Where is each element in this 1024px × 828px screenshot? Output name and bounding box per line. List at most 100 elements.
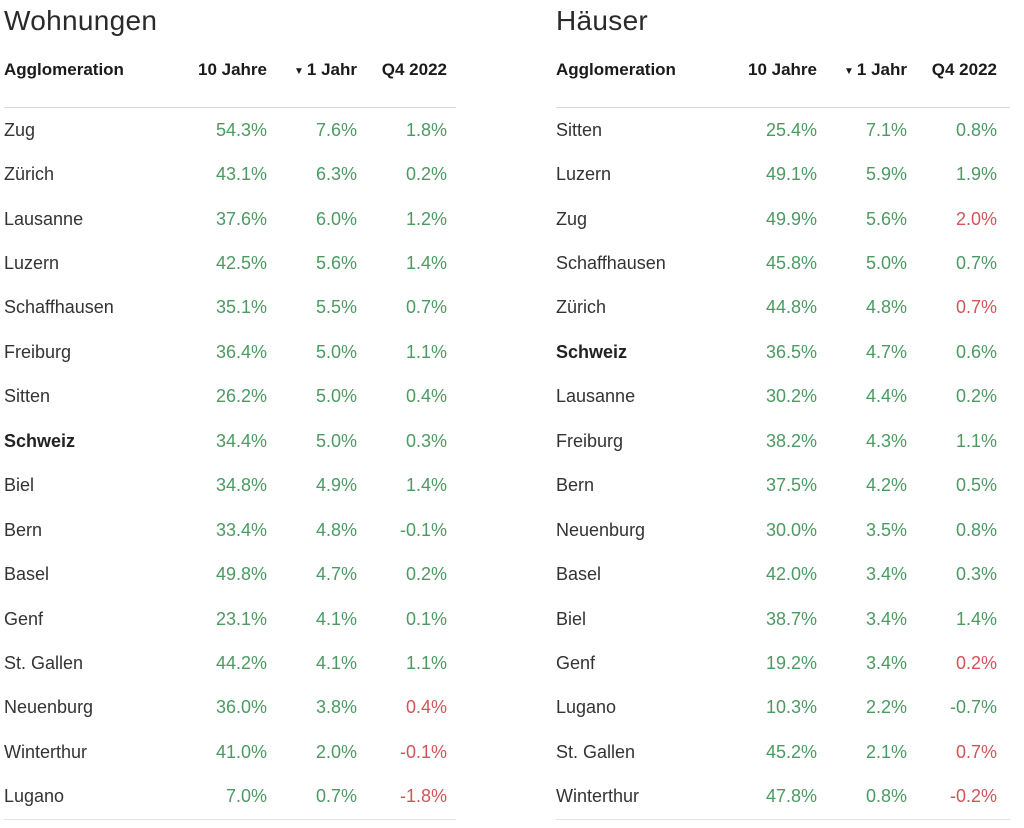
row-label: Schaffhausen [556, 253, 666, 274]
value-cell: 47.8% [765, 786, 817, 807]
row-label: Lausanne [4, 208, 84, 229]
value-cell: 25.4% [765, 119, 817, 140]
value-cell: 5.5% [315, 297, 357, 318]
row-label: St. Gallen [4, 652, 84, 673]
value-cell: 7.0% [225, 786, 267, 807]
row-label: Zug [4, 119, 36, 140]
table-row: Lugano 10.3% 2.2% -0.7% [556, 686, 1010, 730]
row-label: Basel [4, 564, 50, 585]
row-label: Freiburg [4, 341, 72, 362]
row-label: Lausanne [556, 386, 636, 407]
table-row: Neuenburg 30.0% 3.5% 0.8% [556, 508, 1010, 552]
value-cell: 3.4% [865, 608, 907, 629]
column-header-10-jahre[interactable]: 10 Jahre [748, 60, 817, 79]
value-cell: 0.7% [315, 786, 357, 807]
value-cell: 5.6% [865, 208, 907, 229]
row-label: Schweiz [4, 430, 76, 451]
value-cell: 43.1% [215, 164, 267, 185]
table-row: Biel 38.7% 3.4% 1.4% [556, 597, 1010, 641]
row-label: Basel [556, 564, 602, 585]
value-cell: 2.0% [315, 741, 357, 762]
value-cell: 5.0% [315, 430, 357, 451]
table-row: St. Gallen 45.2% 2.1% 0.7% [556, 730, 1010, 774]
table-row: Zürich 43.1% 6.3% 0.2% [4, 152, 456, 196]
value-cell: 3.5% [865, 519, 907, 540]
value-cell: 23.1% [215, 608, 267, 629]
value-cell: 4.4% [865, 386, 907, 407]
value-cell: 0.4% [405, 697, 447, 718]
row-label: Sitten [556, 119, 603, 140]
value-cell: 1.1% [405, 341, 447, 362]
value-cell: 4.8% [315, 519, 357, 540]
value-cell: 4.7% [315, 564, 357, 585]
table-row: Schaffhausen 35.1% 5.5% 0.7% [4, 286, 456, 330]
value-cell: 0.7% [955, 741, 997, 762]
value-cell: 3.4% [865, 652, 907, 673]
value-cell: 0.7% [955, 297, 997, 318]
value-cell: 36.0% [215, 697, 267, 718]
column-header-label: 1 Jahr [306, 60, 357, 79]
value-cell: 0.2% [955, 386, 997, 407]
value-cell: 1.2% [405, 208, 447, 229]
table-row: Neuenburg 36.0% 3.8% 0.4% [4, 686, 456, 730]
value-cell: 5.9% [865, 164, 907, 185]
value-cell: 45.2% [765, 741, 817, 762]
value-cell: 0.2% [955, 652, 997, 673]
table-row: Zug 54.3% 7.6% 1.8% [4, 108, 456, 152]
row-label: Neuenburg [4, 697, 94, 718]
value-cell: -0.1% [399, 519, 447, 540]
table-row: Bern 37.5% 4.2% 0.5% [556, 464, 1010, 508]
value-cell: 0.2% [405, 164, 447, 185]
row-label: Winterthur [4, 741, 88, 762]
value-cell: 1.1% [955, 430, 997, 451]
row-label: Winterthur [556, 786, 640, 807]
table-row: Bern 33.4% 4.8% -0.1% [4, 508, 456, 552]
column-header-agglomeration[interactable]: Agglomeration [4, 60, 124, 79]
value-cell: 0.5% [955, 475, 997, 496]
value-cell: 7.6% [315, 119, 357, 140]
value-cell: 1.4% [405, 253, 447, 274]
column-header-10-jahre[interactable]: 10 Jahre [198, 60, 267, 79]
value-cell: 0.6% [955, 341, 997, 362]
column-header-q4-2022[interactable]: Q4 2022 [931, 60, 997, 79]
value-cell: 0.8% [865, 786, 907, 807]
table-body: Zug 54.3% 7.6% 1.8% Zürich 43.1% 6.3% 0.2% Lausa… [4, 108, 456, 820]
value-cell: 0.2% [405, 564, 447, 585]
value-cell: 4.1% [315, 608, 357, 629]
value-cell: 49.8% [215, 564, 267, 585]
row-label: Schaffhausen [4, 297, 114, 318]
row-label: Genf [556, 652, 596, 673]
value-cell: 0.8% [955, 519, 997, 540]
row-label: Neuenburg [556, 519, 646, 540]
column-header-agglomeration[interactable]: Agglomeration [556, 60, 676, 79]
value-cell: 35.1% [215, 297, 267, 318]
table-row: Zürich 44.8% 4.8% 0.7% [556, 286, 1010, 330]
table-body: Sitten 25.4% 7.1% 0.8% Luzern 49.1% 5.9% 1.9% Zu… [556, 108, 1010, 820]
table-header-row: Agglomeration 10 Jahre ▼ 1 Jahr Q4 2022 [4, 60, 456, 108]
value-cell: 37.6% [215, 208, 267, 229]
value-cell: 6.3% [315, 164, 357, 185]
value-cell: 1.9% [955, 164, 997, 185]
column-header-1-jahr[interactable]: ▼ 1 Jahr [817, 60, 907, 80]
value-cell: 5.0% [315, 386, 357, 407]
value-cell: 26.2% [215, 386, 267, 407]
table-title-haeuser: Häuser [556, 5, 649, 36]
value-cell: 30.2% [765, 386, 817, 407]
row-label: Luzern [4, 253, 60, 274]
value-cell: 34.8% [215, 475, 267, 496]
row-label: Lugano [556, 697, 617, 718]
value-cell: 5.0% [315, 341, 357, 362]
value-cell: -0.2% [949, 786, 997, 807]
table-row: Zug 49.9% 5.6% 2.0% [556, 197, 1010, 241]
value-cell: 38.7% [765, 608, 817, 629]
table-row: Sitten 25.4% 7.1% 0.8% [556, 108, 1010, 152]
value-cell: -1.8% [399, 786, 447, 807]
row-label: Freiburg [556, 430, 624, 451]
value-cell: 36.4% [215, 341, 267, 362]
table-row: Luzern 49.1% 5.9% 1.9% [556, 152, 1010, 196]
column-header-1-jahr[interactable]: ▼ 1 Jahr [267, 60, 357, 80]
table-row: Basel 42.0% 3.4% 0.3% [556, 552, 1010, 596]
table-row: Freiburg 38.2% 4.3% 1.1% [556, 419, 1010, 463]
column-header-q4-2022[interactable]: Q4 2022 [381, 60, 447, 79]
value-cell: 44.8% [765, 297, 817, 318]
